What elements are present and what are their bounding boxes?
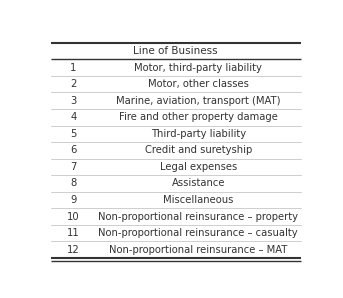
Text: Third-party liability: Third-party liability <box>151 129 246 139</box>
Text: Motor, third-party liability: Motor, third-party liability <box>134 63 262 73</box>
Text: 7: 7 <box>70 162 76 172</box>
Text: 10: 10 <box>67 212 80 221</box>
Text: 12: 12 <box>67 245 80 254</box>
Text: Fire and other property damage: Fire and other property damage <box>119 112 278 122</box>
Text: 8: 8 <box>70 179 76 188</box>
Text: 6: 6 <box>70 145 76 155</box>
Text: 4: 4 <box>70 112 76 122</box>
Text: Legal expenses: Legal expenses <box>159 162 237 172</box>
Text: Non-proportional reinsurance – casualty: Non-proportional reinsurance – casualty <box>98 228 298 238</box>
Text: 1: 1 <box>70 63 76 73</box>
Text: 5: 5 <box>70 129 76 139</box>
Text: 2: 2 <box>70 79 76 89</box>
Text: Non-proportional reinsurance – MAT: Non-proportional reinsurance – MAT <box>109 245 287 254</box>
Text: 3: 3 <box>70 96 76 106</box>
Text: Motor, other classes: Motor, other classes <box>148 79 249 89</box>
Text: Marine, aviation, transport (MAT): Marine, aviation, transport (MAT) <box>116 96 281 106</box>
Text: Non-proportional reinsurance – property: Non-proportional reinsurance – property <box>98 212 298 221</box>
Text: Miscellaneous: Miscellaneous <box>163 195 234 205</box>
Text: Line of Business: Line of Business <box>133 46 218 56</box>
Text: Assistance: Assistance <box>172 179 225 188</box>
Text: Credit and suretyship: Credit and suretyship <box>145 145 252 155</box>
Text: 11: 11 <box>67 228 80 238</box>
Text: 9: 9 <box>70 195 76 205</box>
